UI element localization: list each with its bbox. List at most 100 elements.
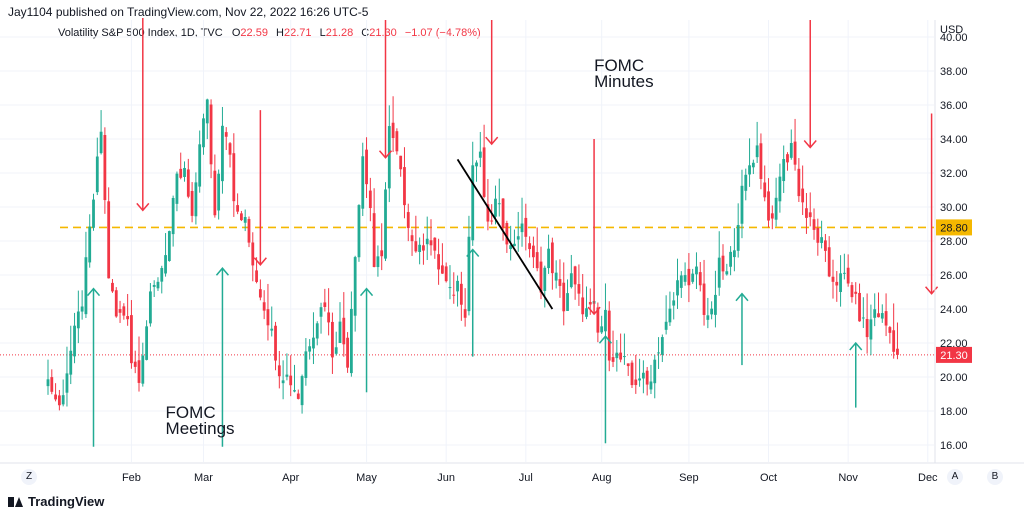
candle-body [160,268,164,282]
candle-body [630,362,634,386]
candle-body [194,182,198,217]
candle-body [725,271,729,275]
x-tick-label: Apr [282,472,299,484]
y-tick-label: 34.00 [940,134,968,146]
candle-body [198,144,202,187]
last-price-tag [936,346,972,363]
candle-body [277,365,281,377]
auto-scale-button[interactable]: A [947,469,963,485]
candle-body [73,325,76,357]
candle-body [607,310,611,361]
candle-body [501,198,505,228]
candle-body [645,370,649,385]
y-tick-label: 36.00 [940,100,968,112]
candle-body [95,156,99,193]
candle-body [509,245,513,250]
candle-body [714,294,717,315]
y-tick-label: 32.00 [940,168,968,180]
candle-body [691,273,695,282]
candle-body [698,272,702,286]
candle-body [296,393,300,399]
candle-body [653,359,657,384]
green-arrow-head [86,287,101,297]
candle-body [92,199,95,228]
candle-body [240,213,243,221]
candle-body [896,348,899,355]
candle-body [126,316,130,320]
trend-line [456,158,554,310]
candle-body [812,219,816,230]
candle-body [626,363,630,367]
annotation-text: Meetings [166,419,235,438]
candle-body [334,347,338,354]
candle-body [808,212,812,218]
candle-body [133,361,137,367]
change-value: −1.07 (−4.78%) [404,27,481,39]
candle-body [588,301,592,305]
brand-name: TradingView [28,494,105,509]
close-label: C [361,27,370,39]
candle-body [380,250,384,257]
candle-body [763,182,767,198]
candle-body [547,248,550,269]
candle-body [418,244,422,253]
candle-body [539,261,543,293]
green-arrow-head [359,287,374,297]
dashed-level-tag [936,219,972,236]
candle-body [308,346,312,352]
candle-body [391,122,395,138]
red-arrow-head [925,286,939,295]
y-tick-label: 18.00 [940,406,968,418]
candle-body [167,231,171,261]
candle-body [581,297,585,315]
candle-body [236,205,240,212]
candle-body [869,319,873,340]
candle-body [736,225,740,251]
level-lines: 28.80 21.30 [0,219,972,363]
candle-body [266,309,270,326]
dashed-level-label: 28.80 [940,222,968,234]
candle-body [569,273,573,288]
y-tick-label: 16.00 [940,440,968,452]
candle-body [877,313,880,318]
candle-body [99,131,103,154]
y-tick-label: 22.00 [940,338,968,350]
candle-body [448,287,452,289]
candle-body [793,141,797,165]
candle-body [130,315,133,364]
candle-body [683,275,687,282]
candle-body [118,309,122,313]
candle-body [61,395,65,405]
red-arrow-head [485,136,499,146]
green-arrow-head [735,292,749,302]
candle-body [54,394,57,400]
candle-body [372,213,376,267]
candle-body [365,149,368,185]
candle-body [179,168,183,178]
candle-body [566,293,569,311]
candle-body [368,190,372,209]
candle-body [816,227,820,243]
candle-body [338,321,342,343]
publisher-line: Jay1104 published on TradingView.com, No… [8,5,369,19]
candle-body [824,240,827,251]
candle-body [164,255,167,274]
log-scale-button[interactable]: B [987,469,1003,485]
candle-body [884,311,888,326]
candle-body [550,242,554,274]
candle-body [751,162,755,168]
zoom-button[interactable]: Z [21,469,37,485]
candle-body [57,395,61,406]
open-label: O [231,27,241,39]
candle-body [190,190,194,216]
low-label: L [319,27,326,39]
candle-body [660,337,664,355]
candle-body [319,307,323,317]
green-arrow-head [215,267,230,276]
symbol-legend: Volatility S&P 500 Index, 1D, TVC O22.59… [58,27,486,39]
candle-body [255,270,258,282]
candle-body [429,240,433,246]
candle-body [349,308,353,374]
candle-body [600,326,604,333]
